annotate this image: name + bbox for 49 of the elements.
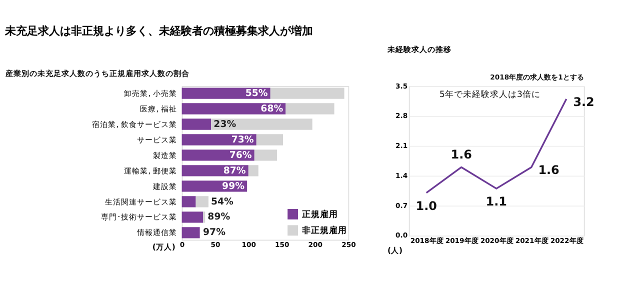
bar xyxy=(182,212,204,223)
bar xyxy=(196,196,208,208)
y-tick-label: 生活関連サービス業 xyxy=(105,197,178,206)
bar xyxy=(182,165,248,176)
bar xyxy=(182,103,286,114)
legend-label: 正規雇用 xyxy=(301,208,338,220)
bar xyxy=(182,118,212,130)
y-tick-label: 医療, 福祉 xyxy=(140,104,178,114)
bar xyxy=(256,134,284,146)
annotation: 55% xyxy=(245,88,268,99)
annotation: 87% xyxy=(223,165,246,176)
data-label: 1.6 xyxy=(538,163,560,178)
y-tick-label: 専門･技術サービス業 xyxy=(101,212,178,222)
annotation: 5年で未経験求人は3倍に xyxy=(440,89,540,100)
legend-label: 非正規雇用 xyxy=(301,224,348,236)
data-label: 1.0 xyxy=(416,198,437,213)
annotation: 99% xyxy=(222,180,246,192)
chart-subtitle: 未経験求人の推移 xyxy=(386,45,452,54)
annotation: 54% xyxy=(211,196,234,208)
annotation: 73% xyxy=(231,134,254,146)
annotation: 89% xyxy=(208,212,231,223)
annotation: 76% xyxy=(229,150,252,161)
y-tick-label: 製造業 xyxy=(153,150,178,160)
bar xyxy=(182,196,196,208)
bar xyxy=(182,88,270,99)
annotation: 97% xyxy=(203,227,226,238)
chart-title: 未充足求人は非正規より多く、未経験者の積極募集求人が増加 xyxy=(4,24,313,38)
y-tick-label: 情報通信業 xyxy=(136,228,178,238)
x-axis-title: (万人) xyxy=(152,242,176,252)
data-label: 3.2 xyxy=(573,94,594,109)
data-label: 1.1 xyxy=(486,194,507,209)
bar xyxy=(286,103,334,114)
y-tick-label: 宿泊業, 飲食サービス業 xyxy=(92,120,178,129)
bar xyxy=(248,165,258,176)
y-tick-label: 建設業 xyxy=(152,182,178,191)
line-series xyxy=(426,98,568,194)
y-tick-label: 運輸業, 郵便業 xyxy=(124,166,178,176)
bar xyxy=(182,134,256,146)
y-tick-label: サービス業 xyxy=(137,135,178,144)
bar xyxy=(182,227,200,238)
bar xyxy=(211,118,312,130)
annotation: 23% xyxy=(214,118,237,130)
bar xyxy=(182,150,254,161)
data-label: 1.6 xyxy=(450,148,472,162)
bar xyxy=(254,150,278,161)
y-axis-title: (人) xyxy=(387,246,402,256)
annotation: 68% xyxy=(260,103,284,114)
y-tick-label: 卸売業, 小売業 xyxy=(124,88,178,98)
text: 産業別の未充足求人数のうち正規雇用求人数の割合 xyxy=(4,68,190,78)
